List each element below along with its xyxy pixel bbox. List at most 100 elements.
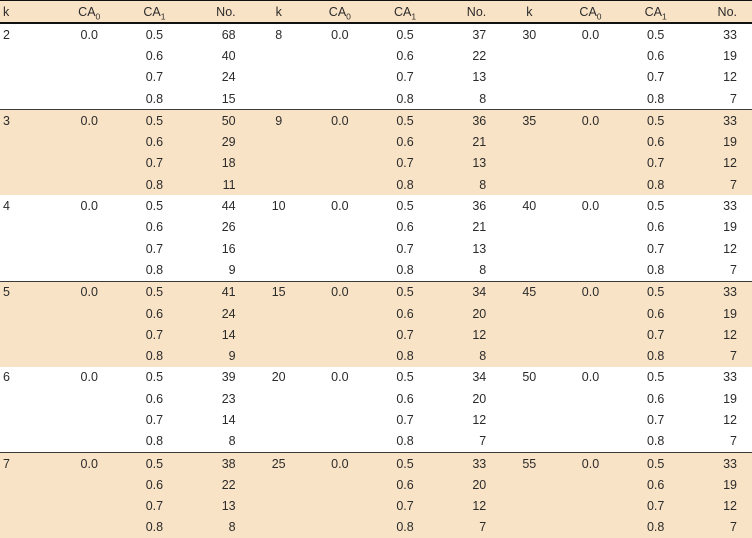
cell-k [0,474,57,496]
cell-k [501,516,558,538]
cell-no: 12 [437,495,502,517]
cell-ca0 [557,388,623,409]
cell-ca1: 0.5 [396,199,414,214]
cell-no: 7 [437,516,502,538]
cell-no: 13 [472,241,487,256]
cell-ca1: 0.6 [646,220,665,235]
cell-ca1: 0.6 [623,131,688,153]
cell-ca0 [56,238,122,259]
cell-no: 12 [723,241,737,256]
cell-no: 16 [221,241,236,256]
cell-no: 36 [437,109,502,132]
cell-ca0 [557,238,623,259]
cell-no: 8 [479,91,487,106]
header-ca0-base: CA [579,4,597,19]
cell-ca1: 0.8 [646,91,665,106]
cell-no: 11 [186,174,251,196]
cell-ca0 [306,516,373,538]
cell-k [501,45,557,66]
cell-ca0 [307,238,373,259]
cell-k [250,324,307,346]
cell-ca0 [557,495,624,517]
cell-no: 36 [472,199,487,214]
cell-ca0: 0.0 [331,199,349,214]
cell-ca0 [557,409,623,430]
cell-no: 8 [186,516,251,538]
cell-no: 24 [221,70,236,85]
cell-ca1: 0.6 [372,302,438,325]
cell-k: 4 [3,199,10,214]
cell-ca0: 0.0 [581,27,600,42]
cell-ca0 [306,345,373,367]
table-row: 6 0.0 0.5 39 20 0.0 0.5 34 50 0.0 0.5 33 [0,367,752,388]
cell-ca0 [56,259,122,281]
cell-ca1: 0.7 [396,70,414,85]
cell-no: 19 [687,474,752,496]
cell-ca0 [307,431,373,453]
cell-k: 5 [0,280,57,303]
cell-ca0 [307,67,373,88]
cell-ca1: 0.7 [122,324,187,346]
cell-k [0,388,56,409]
cell-k [0,88,56,110]
cell-ca0 [557,345,624,367]
table-row: 0.8 8 0.8 7 0.8 7 [0,516,752,538]
cell-no: 21 [472,220,487,235]
cell-ca0 [557,474,624,496]
cell-no: 34 [472,370,487,385]
cell-ca1: 0.8 [396,434,414,449]
cell-ca1: 0.7 [372,495,438,517]
cell-no: 33 [723,27,737,42]
cell-ca1: 0.8 [396,91,414,106]
cell-k [250,474,307,496]
table-header-row: k CA0 CA1 No. k CA0 CA1 No. k CA0 CA1 No… [0,0,752,24]
table-row: 0.8 15 0.8 8 0.8 7 [0,88,752,110]
cell-no: 13 [472,70,487,85]
cell-no: 20 [437,302,502,325]
cell-k [501,474,558,496]
cell-k: 15 [250,280,307,303]
cell-no: 9 [228,262,236,277]
cell-ca1: 0.6 [145,48,164,63]
cell-k: 6 [3,370,10,385]
table-row: 5 0.0 0.5 41 15 0.0 0.5 34 45 0.0 0.5 33 [0,280,752,303]
cell-k [0,324,57,346]
cell-ca0: 0.0 [80,199,98,214]
cell-k [0,259,56,281]
header-ca0-base: CA [78,4,96,19]
cell-k [0,302,57,325]
cell-k [0,409,56,430]
cell-ca0 [56,345,123,367]
cell-ca1: 0.8 [372,516,438,538]
cell-k [250,495,307,517]
cell-ca0: 0.0 [557,451,624,475]
cell-k: 50 [522,370,537,385]
table-row: 3 0.0 0.5 50 9 0.0 0.5 36 35 0.0 0.5 33 [0,109,752,132]
table-row: 0.8 11 0.8 8 0.8 7 [0,174,752,196]
cell-no: 8 [437,345,502,367]
cell-ca1: 0.7 [623,495,688,517]
cell-ca0 [557,217,623,238]
cell-no: 13 [186,495,251,517]
cell-no: 19 [687,302,752,325]
cell-k: 2 [3,27,10,42]
table-row: 0.8 8 0.8 7 0.8 7 [0,431,752,453]
cell-no: 19 [723,48,737,63]
cell-no: 12 [437,324,502,346]
header-k: k [0,0,57,24]
cell-no: 12 [687,495,752,517]
cell-ca1: 0.5 [122,109,187,132]
cell-ca1: 0.5 [646,27,665,42]
cell-ca0 [307,259,373,281]
cell-ca1: 0.8 [122,345,187,367]
cell-k: 9 [250,109,307,132]
cell-ca1: 0.7 [372,324,438,346]
cell-no: 24 [186,302,251,325]
cell-k [251,431,307,453]
cell-no: 23 [221,391,236,406]
cell-ca1: 0.6 [145,391,164,406]
table-row: 0.7 13 0.7 12 0.7 12 [0,495,752,517]
cell-ca0 [557,45,623,66]
header-ca1-base: CA [393,4,412,19]
header-ca1-base: CA [143,4,161,19]
